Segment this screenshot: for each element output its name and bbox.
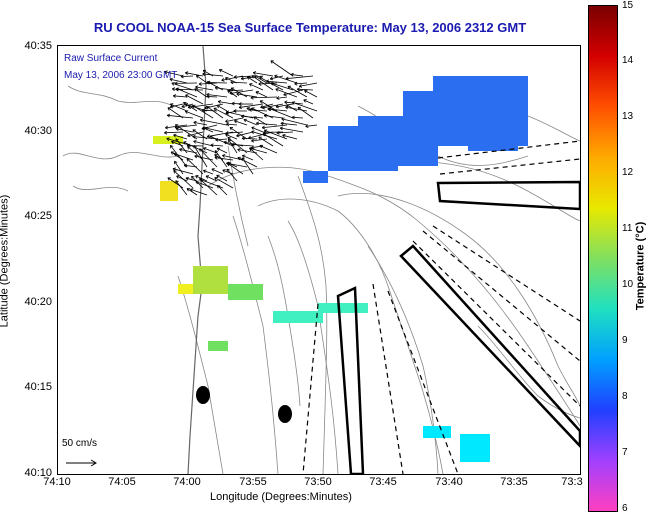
current-vector-head: [241, 79, 244, 80]
colorbar-tick: 11: [622, 223, 632, 234]
x-axis-label: Longitude (Degrees:Minutes): [210, 491, 352, 503]
colorbar-label: Temperature (°C): [634, 222, 646, 311]
current-vector: [218, 101, 233, 104]
current-vector-head: [165, 128, 168, 129]
current-legend-line1: Raw Surface Current: [64, 53, 157, 64]
current-vector: [244, 120, 257, 125]
current-vector: [256, 92, 267, 97]
current-vectors: [164, 61, 317, 195]
sst-cyan-patch-2: [318, 303, 368, 313]
shipping-lanes: [338, 182, 580, 474]
current-vector: [170, 145, 187, 167]
current-vector-head: [188, 107, 191, 108]
current-vector: [242, 138, 257, 139]
current-vector: [207, 96, 217, 97]
current-vector: [231, 82, 247, 83]
current-vector-head: [299, 86, 302, 87]
current-vector: [186, 95, 203, 104]
current-vector: [185, 111, 203, 118]
colorbar-tick: 8: [622, 391, 628, 402]
x-tick: 74:10: [43, 476, 71, 488]
current-vector: [185, 73, 203, 76]
current-vector: [251, 97, 277, 98]
current-vector-head: [239, 108, 242, 109]
map-canvas: [58, 46, 580, 474]
x-tick: 74:00: [173, 476, 201, 488]
current-vector-head: [284, 95, 287, 96]
current-vector-head: [188, 136, 191, 137]
temperature-colorbar: [588, 5, 618, 512]
current-vector: [242, 158, 253, 174]
colorbar-tick: 6: [622, 503, 628, 514]
y-tick: 40:30: [0, 125, 52, 137]
colorbar-tick: 10: [622, 279, 633, 290]
current-vector: [276, 104, 293, 107]
current-vector: [292, 117, 303, 118]
current-vector-head: [270, 79, 273, 80]
sst-aqua-patch: [423, 426, 451, 438]
current-vector: [304, 91, 317, 97]
current-vector: [286, 76, 313, 79]
colorbar-tick: 12: [622, 167, 633, 178]
y-tick: 40:15: [0, 381, 52, 393]
x-tick: 73:45: [369, 476, 397, 488]
current-vector: [262, 125, 287, 128]
current-vector: [297, 89, 313, 90]
current-vector: [264, 116, 283, 118]
x-tick: 73:40: [435, 476, 463, 488]
x-tick: 73:50: [304, 476, 332, 488]
current-vector: [249, 84, 263, 90]
current-vector-head: [225, 122, 228, 123]
current-vector: [219, 70, 233, 76]
sst-green-patch: [228, 284, 263, 300]
colorbar-tick: 15: [622, 0, 633, 11]
current-vector-head: [182, 107, 185, 108]
current-vector-head: [236, 136, 239, 137]
y-axis-label: Latitude (Degrees:Minutes): [0, 195, 10, 328]
scale-label: 50 cm/s: [62, 438, 97, 449]
current-vector: [284, 90, 303, 95]
radar-site-marker: [196, 386, 210, 404]
current-vector: [174, 154, 193, 160]
current-vector: [239, 104, 263, 108]
y-tick: 40:35: [0, 40, 52, 52]
current-vector-head: [277, 98, 280, 99]
current-vector: [212, 169, 223, 174]
sst-map: [57, 45, 581, 475]
current-vector: [228, 90, 237, 97]
sst-green-patch-2: [208, 341, 228, 351]
current-vector-head: [306, 126, 309, 127]
x-tick: 74:05: [108, 476, 136, 488]
current-vector: [292, 102, 317, 111]
sst-yellow-patch-2: [178, 284, 193, 294]
current-vector-head: [276, 107, 279, 108]
sst-blue-patch: [303, 76, 528, 183]
current-vector: [288, 86, 307, 97]
colorbar-tick: 7: [622, 447, 628, 458]
radar-site-marker-2: [278, 405, 292, 423]
sst-cyan-patch: [273, 311, 323, 323]
current-legend-line2: May 13, 2006 23:00 GMT: [64, 70, 177, 81]
sst-lime-patch-2: [193, 266, 228, 294]
x-tick: 73:35: [500, 476, 528, 488]
current-vector-head: [207, 137, 210, 138]
map-title: RU COOL NOAA-15 Sea Surface Temperature:…: [40, 20, 580, 35]
sst-yellow-patch: [160, 181, 178, 201]
colorbar-tick: 13: [622, 111, 633, 122]
current-vector-head: [262, 128, 265, 129]
colorbar-tick: 14: [622, 55, 633, 66]
x-tick: 73:55: [239, 476, 267, 488]
sst-aqua-patch-2: [460, 434, 490, 462]
current-vector: [217, 185, 227, 195]
current-vector: [173, 96, 187, 97]
current-vector: [164, 132, 183, 133]
current-vector-head: [222, 80, 225, 81]
colorbar-tick: 9: [622, 335, 628, 346]
x-tick: 73:3: [561, 476, 582, 488]
current-vector-head: [251, 141, 254, 142]
current-vector: [271, 61, 293, 76]
current-vector: [280, 128, 303, 132]
current-vector: [263, 133, 283, 146]
current-vector-head: [262, 108, 265, 109]
